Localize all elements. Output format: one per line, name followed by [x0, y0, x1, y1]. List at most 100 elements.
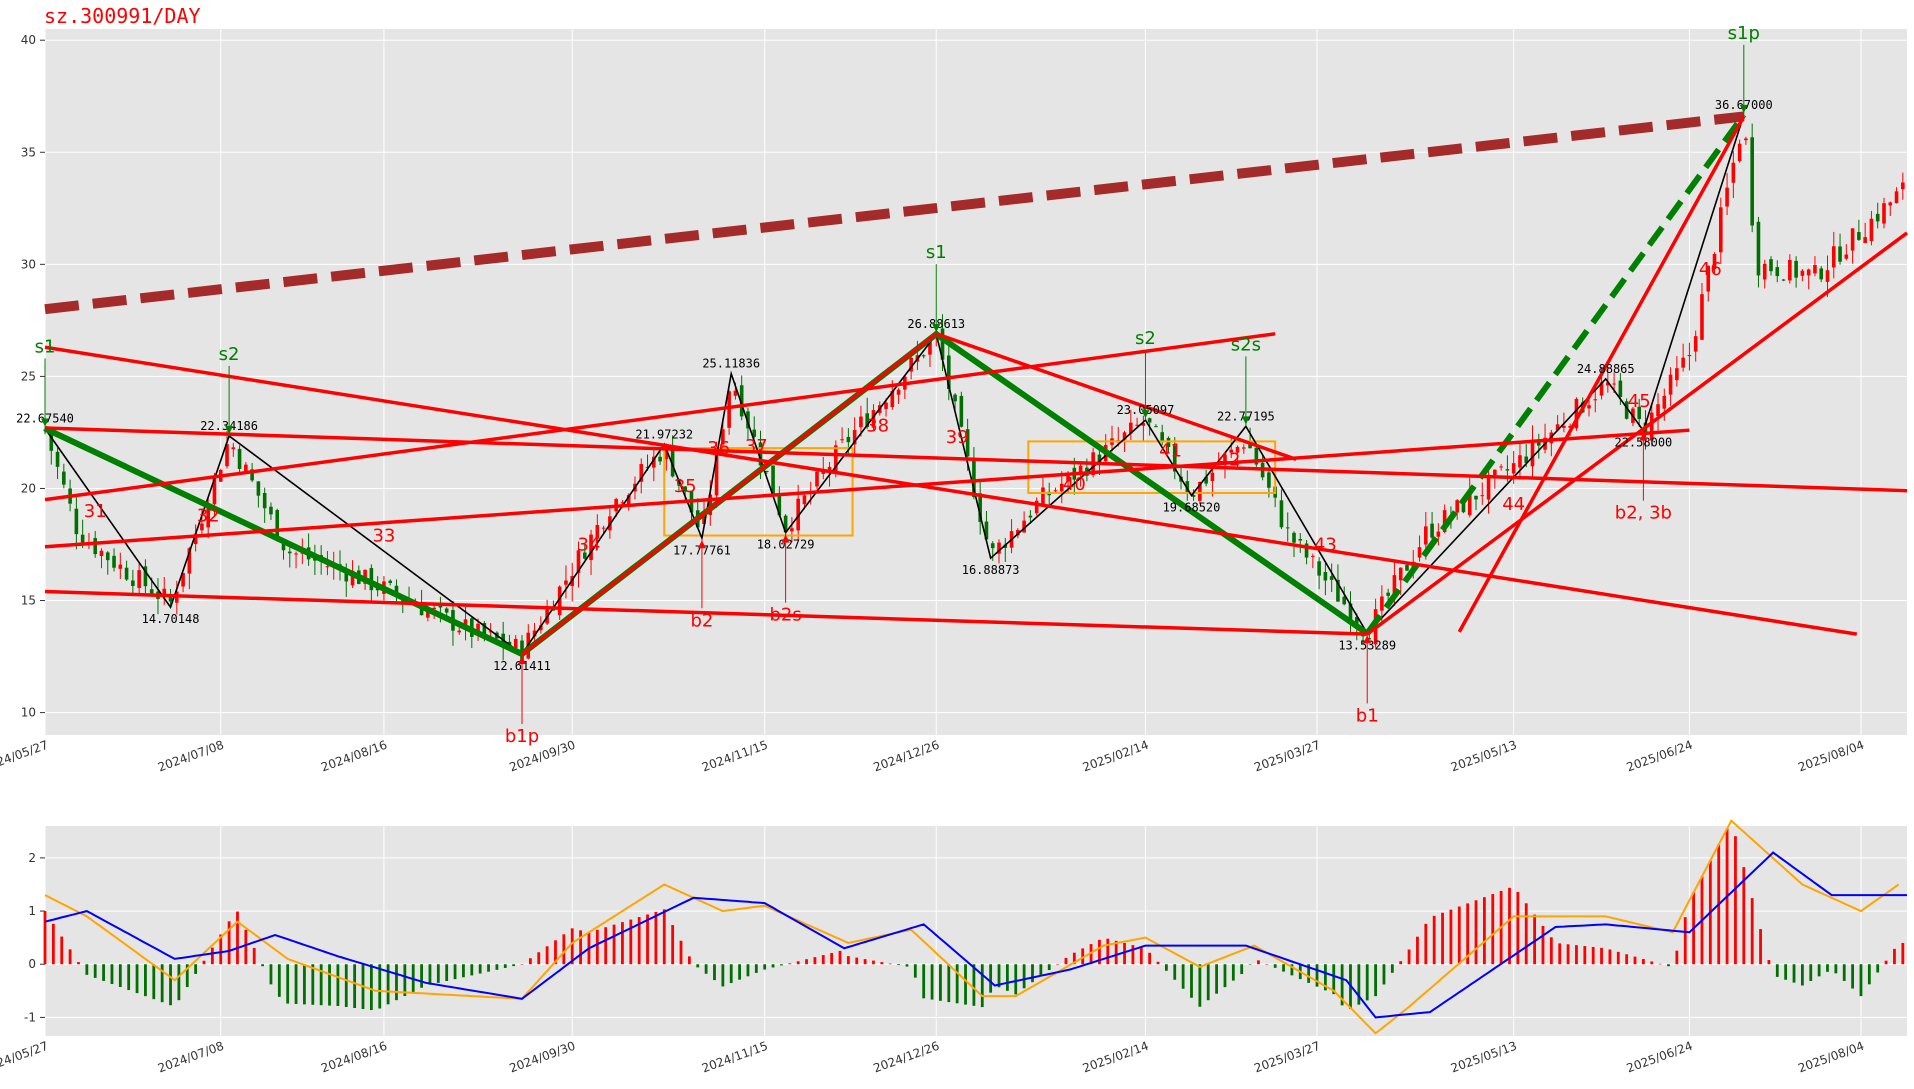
- price-tick-label: 25: [21, 369, 36, 383]
- candle-body: [940, 328, 945, 360]
- macd-histogram-bar: [604, 927, 608, 965]
- candle-body: [1587, 405, 1591, 409]
- candle-body: [746, 411, 750, 429]
- macd-histogram-bar: [1884, 960, 1888, 965]
- macd-histogram-bar: [771, 964, 775, 968]
- macd-histogram-bar: [311, 964, 315, 1005]
- candle-body: [1844, 254, 1849, 259]
- candle-body: [1762, 263, 1767, 280]
- macd-histogram-bar: [1583, 946, 1587, 965]
- macd-histogram-bar: [1332, 964, 1336, 995]
- macd-histogram-bar: [579, 930, 582, 965]
- macd-histogram-bar: [528, 958, 532, 965]
- trend-line: [1366, 231, 1909, 636]
- signal-arrow: [518, 655, 527, 664]
- macd-histogram-bar: [554, 940, 557, 965]
- candle-body: [871, 410, 876, 428]
- macd-histogram-bar: [1533, 914, 1536, 965]
- macd-histogram-bar: [989, 964, 993, 993]
- macd-histogram-bar: [1759, 929, 1762, 965]
- macd-histogram-bar: [77, 962, 80, 965]
- candle-body: [1311, 555, 1315, 557]
- candle-body: [1380, 596, 1384, 611]
- macd-histogram-bar: [1734, 836, 1737, 965]
- candle-body: [777, 495, 782, 516]
- macd-histogram-bar: [997, 964, 1001, 988]
- candle-body: [947, 355, 951, 390]
- trend-line: [44, 332, 1276, 502]
- candle-body: [1656, 404, 1660, 417]
- macd-histogram-bar: [1650, 961, 1654, 965]
- signal-label: b1: [1356, 705, 1379, 726]
- macd-histogram-bar: [210, 947, 214, 965]
- macd-histogram-bar: [1742, 867, 1746, 965]
- candle-body: [1706, 265, 1711, 292]
- candle-body: [1693, 336, 1698, 352]
- candle-body: [1750, 137, 1754, 226]
- candle-body: [49, 430, 54, 451]
- macd-histogram-bar: [344, 964, 348, 1008]
- macd-histogram-bar: [821, 955, 825, 965]
- candle-body: [1292, 532, 1296, 543]
- macd-histogram-bar: [964, 964, 967, 1005]
- macd-histogram-bar: [1273, 964, 1277, 968]
- candle-body: [1122, 432, 1127, 440]
- macd-histogram-bar: [1549, 937, 1553, 965]
- candle-body: [1405, 564, 1409, 571]
- macd-histogram-bar: [286, 964, 290, 1004]
- candle-body: [1053, 490, 1058, 492]
- price-x-tick-label: 2024/07/08: [156, 738, 226, 775]
- candle-body: [997, 542, 1001, 554]
- candle-body: [187, 548, 192, 574]
- candle-body: [1493, 469, 1497, 476]
- candle-body: [105, 552, 110, 561]
- signal-label: s2: [219, 344, 240, 365]
- macd-histogram-bar: [922, 964, 926, 999]
- candle-body: [131, 580, 135, 587]
- macd-histogram-bar: [51, 923, 55, 965]
- candle-body: [1317, 561, 1321, 576]
- macd-histogram-bar: [863, 959, 867, 965]
- trend-line: [1457, 115, 1746, 633]
- candle-body: [287, 551, 292, 554]
- candle-body: [771, 465, 775, 497]
- candle-body: [488, 631, 493, 633]
- candle-body: [1831, 246, 1836, 268]
- candle-body: [1474, 495, 1478, 500]
- segment-label: 31: [84, 501, 107, 522]
- macd-histogram-bar: [319, 964, 323, 1006]
- candle-body: [1574, 398, 1579, 429]
- candle-body: [212, 476, 217, 505]
- candle-body: [1480, 495, 1485, 497]
- macd-histogram-bar: [1282, 964, 1285, 972]
- macd-histogram-bar: [244, 929, 248, 965]
- value-label: 14.70148: [142, 612, 200, 626]
- trend-line: [44, 345, 1858, 636]
- signal-label: b2s: [769, 605, 801, 626]
- candle-body: [1788, 259, 1792, 281]
- macd-histogram-bar: [1633, 956, 1637, 965]
- candle-body: [1888, 202, 1893, 206]
- candle-body: [670, 447, 675, 477]
- macd-histogram-bar: [1257, 960, 1260, 965]
- macd-histogram-bar: [1491, 894, 1495, 965]
- macd-histogram-bar: [980, 964, 984, 1008]
- signal-arrow: [225, 425, 234, 434]
- macd-histogram-bar: [1365, 964, 1369, 1001]
- labels: 22.6754014.7014822.3418612.6141121.97232…: [16, 23, 1773, 747]
- macd-histogram-bar: [888, 963, 892, 965]
- macd-histogram-bar: [294, 964, 298, 1004]
- macd-histogram-bar: [955, 964, 959, 1004]
- macd-histogram-bar: [1784, 964, 1788, 980]
- macd-histogram-bar: [1775, 964, 1779, 977]
- candle-body: [1675, 368, 1679, 381]
- candle-body: [1668, 374, 1673, 395]
- candle-body: [1398, 567, 1403, 581]
- candle-body: [294, 553, 298, 555]
- candle-body: [589, 534, 593, 561]
- candle-body: [733, 390, 738, 396]
- signal-label: s2: [1135, 328, 1156, 349]
- segment-label: 38: [866, 416, 889, 437]
- trend-line: [44, 428, 1690, 549]
